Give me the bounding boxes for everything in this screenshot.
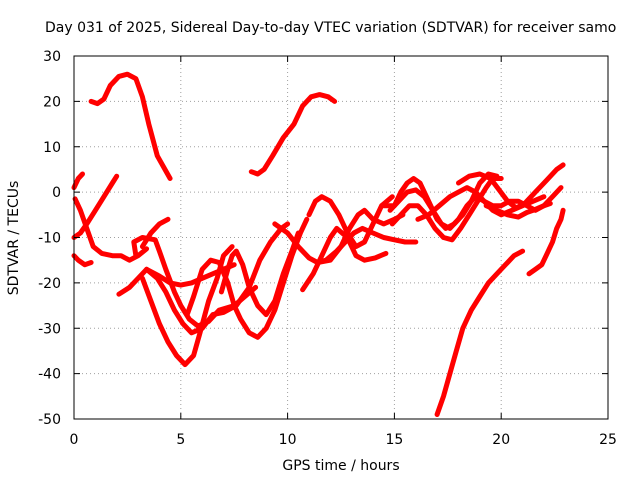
- y-axis-label: SDTVAR / TECUs: [6, 181, 22, 296]
- sdtvar-series-23: [456, 162, 566, 211]
- sdtvar-series-4: [71, 173, 120, 240]
- sdtvar-series-13: [218, 230, 301, 318]
- x-tick-label: 15: [385, 432, 403, 448]
- x-tick-labels: 0 5 10 15 20 25: [70, 432, 617, 448]
- sdtvar-series-7: [116, 262, 237, 297]
- sdtvar-series-25: [526, 207, 566, 277]
- sdtvar-series-24: [483, 201, 553, 220]
- x-tick-label: 20: [492, 432, 510, 448]
- y-tick-label: 20: [43, 94, 61, 110]
- chart-title: Day 031 of 2025, Sidereal Day-to-day VTE…: [45, 20, 616, 36]
- y-tick-labels: -50 -40 -30 -20 -10 0 10 20 30: [38, 49, 61, 428]
- sdtvar-series-1: [88, 71, 173, 181]
- x-tick-label: 0: [70, 432, 79, 448]
- sdtvar-series-10: [139, 216, 171, 250]
- sdtvar-series-11: [144, 221, 291, 336]
- sdtvar-series-22: [434, 248, 526, 417]
- sdtvar-series-17: [315, 207, 406, 265]
- sdtvar-series-2: [248, 92, 338, 177]
- y-tick-label: -30: [38, 321, 61, 337]
- sdtvar-series-20: [389, 176, 504, 243]
- x-tick-label: 25: [599, 432, 617, 448]
- y-tick-label: 30: [43, 49, 61, 65]
- sdtvar-series-21: [415, 185, 564, 222]
- axis-ticks: [73, 55, 609, 420]
- x-tick-label: 10: [279, 432, 297, 448]
- sdtvar-series-9: [139, 244, 235, 368]
- sdtvar-series-3: [71, 171, 85, 191]
- y-tick-label: 0: [52, 185, 61, 201]
- y-tick-label: -20: [38, 276, 61, 292]
- y-tick-label: -10: [38, 231, 61, 247]
- x-axis-label: GPS time / hours: [282, 458, 399, 474]
- series-layer: [71, 71, 566, 417]
- y-tick-label: -40: [38, 367, 61, 383]
- sdtvar-series-5: [72, 196, 150, 263]
- y-tick-label: 10: [43, 140, 61, 156]
- sdtvar-series-6: [71, 253, 94, 268]
- sdtvar-series-19: [387, 187, 547, 231]
- y-tick-label: -50: [38, 412, 61, 428]
- x-tick-label: 5: [176, 432, 185, 448]
